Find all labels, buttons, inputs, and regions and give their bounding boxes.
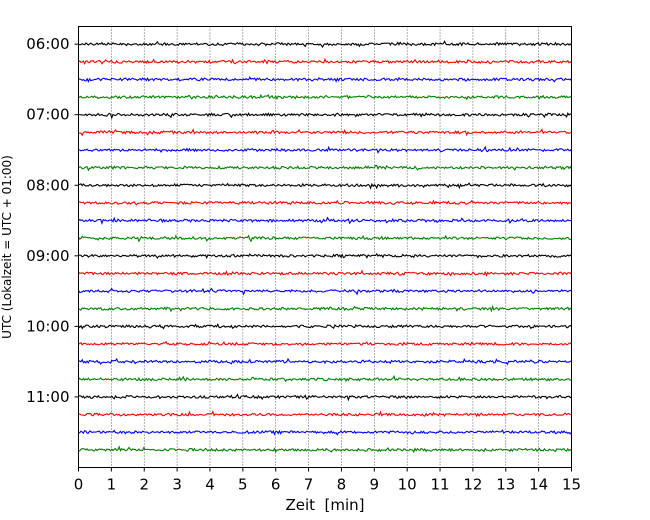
x-axis-label: Zeit [min]	[285, 496, 364, 514]
trace-0630	[78, 76, 572, 83]
trace-0600	[78, 40, 572, 49]
trace-1015	[78, 340, 572, 347]
x-tick-label: 14	[529, 476, 548, 494]
trace-0830	[78, 216, 572, 226]
trace-0800	[78, 182, 572, 190]
trace-1045	[78, 374, 572, 383]
trace-0915	[78, 269, 572, 277]
y-axis: 06:00 07:00 08:00 09:00 10:00 11:00	[26, 35, 79, 406]
trace-1000	[78, 322, 572, 330]
x-tick-label: 13	[496, 476, 515, 494]
trace-0815	[78, 199, 572, 206]
x-tick-label: 3	[172, 476, 182, 494]
x-tick-label: 10	[398, 476, 417, 494]
y-tick-label: 10:00	[26, 317, 69, 335]
x-tick-label: 6	[271, 476, 281, 494]
x-tick-label: 9	[370, 476, 380, 494]
x-tick-label: 7	[304, 476, 314, 494]
trace-0945	[78, 304, 572, 313]
trace-1030	[78, 357, 572, 366]
trace-group	[78, 40, 572, 454]
trace-0930	[78, 287, 572, 296]
trace-0715	[78, 128, 572, 137]
trace-0730	[78, 145, 572, 154]
y-tick-label: 08:00	[26, 176, 69, 194]
y-tick-label: 09:00	[26, 247, 69, 265]
plot-frame	[78, 26, 572, 468]
trace-0900	[78, 252, 572, 260]
x-axis: 0 1 2 3 4 5 6 7 8 9 10 11 12 13 14 15	[74, 467, 581, 494]
vertical-grid	[111, 26, 539, 468]
x-tick-label: 8	[337, 476, 347, 494]
x-tick-label: 15	[562, 476, 581, 494]
trace-0645	[78, 93, 572, 101]
y-axis-label: UTC (Lokalzeit = UTC + 01:00)	[0, 155, 14, 339]
trace-0700	[78, 111, 572, 120]
x-tick-label: 2	[139, 476, 149, 494]
y-tick-label: 06:00	[26, 35, 69, 53]
trace-1115	[78, 410, 572, 418]
trace-1100	[78, 393, 572, 402]
x-tick-label: 12	[463, 476, 482, 494]
x-tick-label: 11	[430, 476, 449, 494]
x-tick-label: 1	[107, 476, 117, 494]
x-tick-label: 0	[74, 476, 84, 494]
trace-1145	[78, 445, 572, 454]
y-tick-label: 11:00	[26, 388, 69, 406]
trace-1130	[78, 429, 572, 436]
trace-0615	[78, 57, 572, 65]
x-tick-label: 4	[205, 476, 215, 494]
y-tick-label: 07:00	[26, 106, 69, 124]
x-tick-label: 5	[238, 476, 248, 494]
trace-0845	[78, 234, 572, 243]
trace-0745	[78, 164, 572, 172]
